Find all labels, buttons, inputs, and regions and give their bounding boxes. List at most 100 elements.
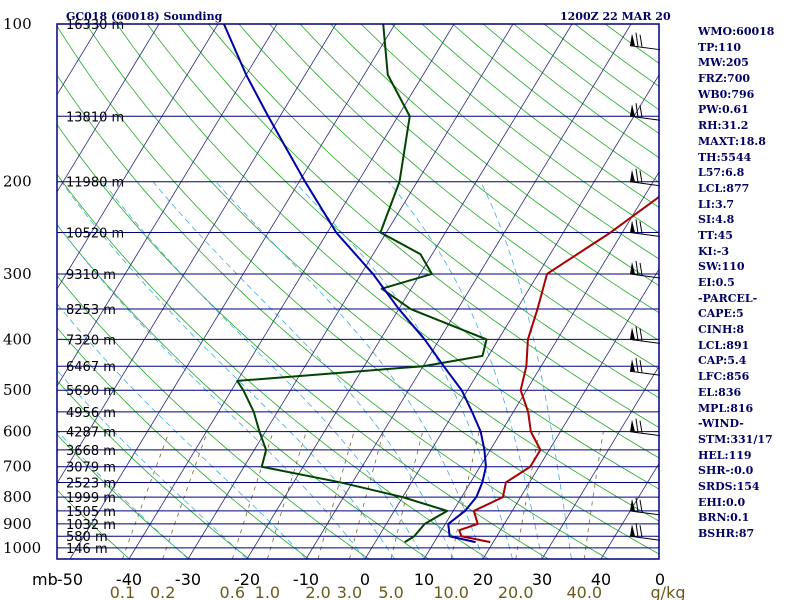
dry-adiabat-line <box>85 24 659 522</box>
index-line: EI:0.5 <box>698 276 735 289</box>
isotherm-line <box>187 24 514 559</box>
dry-adiabat-line <box>146 24 659 459</box>
pressure-tick-label: 600 <box>3 423 32 441</box>
mixing-ratio-tick-label: 5.0 <box>378 583 403 600</box>
index-line: HEL:119 <box>698 448 752 462</box>
temperature-tick-label: 20 <box>473 570 493 589</box>
moist-adiabat-line <box>57 303 307 559</box>
index-line: LFC:856 <box>698 370 750 384</box>
wind-barb <box>629 418 661 437</box>
index-line: -PARCEL- <box>698 291 758 305</box>
dry-adiabat-line <box>299 24 659 314</box>
isotherm-line <box>57 24 219 290</box>
index-line: SW:110 <box>698 260 745 274</box>
index-line: EHI:0.0 <box>698 495 746 509</box>
wind-barb <box>629 523 661 541</box>
pressure-tick-label: 900 <box>3 515 32 533</box>
pressure-tick-label: 200 <box>3 173 32 191</box>
dry-adiabat-line <box>57 379 250 559</box>
dry-adiabat-line <box>57 173 489 559</box>
dry-adiabat-line <box>57 489 130 559</box>
pressure-tick-label: 400 <box>3 330 32 348</box>
temperature-tick-label: -20 <box>234 570 260 589</box>
moist-adiabat-line <box>152 181 454 559</box>
height-label: 10520 m <box>66 226 124 241</box>
height-label: 7320 m <box>66 333 116 348</box>
wind-barb <box>629 219 661 237</box>
dry-adiabat-line <box>238 24 659 370</box>
height-label: 6467 m <box>66 360 116 375</box>
index-line: KI:-3 <box>698 244 729 258</box>
wind-barb <box>629 326 661 344</box>
height-label: 2523 m <box>66 476 116 491</box>
pressure-tick-label: 700 <box>3 458 32 476</box>
valid-time: 1200Z 22 MAR 20 <box>560 10 671 23</box>
mixing-ratio-unit-label: g/kg <box>651 583 686 600</box>
series-layer <box>222 24 659 544</box>
mixing-ratio-line <box>349 431 385 559</box>
index-line: -WIND- <box>698 417 744 431</box>
isotherm-line <box>57 24 337 485</box>
temperature-profile-line <box>458 195 659 544</box>
dewpoint-profile-line <box>236 24 488 543</box>
background-grid <box>57 24 659 559</box>
pressure-tick-label: 500 <box>3 381 32 399</box>
index-line: TT:45 <box>698 228 733 242</box>
pressure-tick-label: 100 <box>3 15 32 33</box>
index-line: STM:331/17 <box>698 432 773 446</box>
height-label: 4956 m <box>66 406 116 421</box>
mixing-ratio-tick-label: 2.0 <box>305 583 330 600</box>
pressure-tick-label: 300 <box>3 265 32 283</box>
isotherm-line <box>246 24 573 559</box>
index-line: FRZ:700 <box>698 72 751 86</box>
wind-barb <box>629 168 661 187</box>
height-label: 8253 m <box>66 303 116 318</box>
mixing-ratio-tick-label: 0.2 <box>150 583 175 600</box>
index-line: MPL:816 <box>698 401 754 415</box>
isotherm-line <box>541 365 659 559</box>
moist-adiabat-line <box>388 181 543 559</box>
parcel-profile-line <box>222 24 487 544</box>
mixing-ratio-line <box>450 431 480 559</box>
moist-adiabat-line <box>60 181 395 559</box>
mixing-ratio-tick-label: 1.0 <box>255 583 280 600</box>
plot-frame <box>56 23 660 560</box>
dry-adiabat-line <box>177 24 659 428</box>
dry-adiabat-line <box>57 74 609 559</box>
index-line: MAXT:18.8 <box>698 134 766 148</box>
index-line: SHR-:0.0 <box>698 464 754 478</box>
isotherm-line <box>423 171 659 559</box>
mixing-ratio-line <box>231 431 274 559</box>
height-label: 16330 m <box>66 18 124 33</box>
isotherm-line <box>600 462 659 559</box>
wind-barb <box>629 497 661 516</box>
height-label: 3668 m <box>66 444 116 459</box>
plot-background <box>57 24 659 559</box>
index-line: PW:0.61 <box>698 103 749 117</box>
index-line: WB0:796 <box>698 87 755 101</box>
mixing-ratio-line <box>266 431 307 559</box>
isotherm-line <box>57 24 160 193</box>
index-line: SI:4.8 <box>698 213 735 227</box>
dry-adiabat-line <box>57 123 549 559</box>
height-label: 1505 m <box>66 505 116 520</box>
index-line: WMO:60018 <box>698 25 775 38</box>
height-label: 11980 m <box>66 176 124 191</box>
height-label: 580 m <box>66 530 108 545</box>
height-label: 9310 m <box>66 268 116 283</box>
moist-adiabat-line <box>57 223 366 559</box>
height-label: 1999 m <box>66 491 116 506</box>
temperature-tick-label: 30 <box>532 570 552 589</box>
index-line: CAP:5.4 <box>698 354 747 368</box>
index-line: LCL:891 <box>698 338 750 352</box>
dry-adiabat-line <box>269 24 659 341</box>
pressure-unit-label: mb <box>32 570 58 589</box>
height-label: 146 m <box>66 542 108 557</box>
wind-barb <box>629 103 661 121</box>
isotherm-line <box>364 74 659 559</box>
temperature-tick-label: 0 <box>655 570 665 589</box>
mixing-ratio-tick-label: 10.0 <box>433 583 469 600</box>
index-line: SRDS:154 <box>698 479 760 493</box>
